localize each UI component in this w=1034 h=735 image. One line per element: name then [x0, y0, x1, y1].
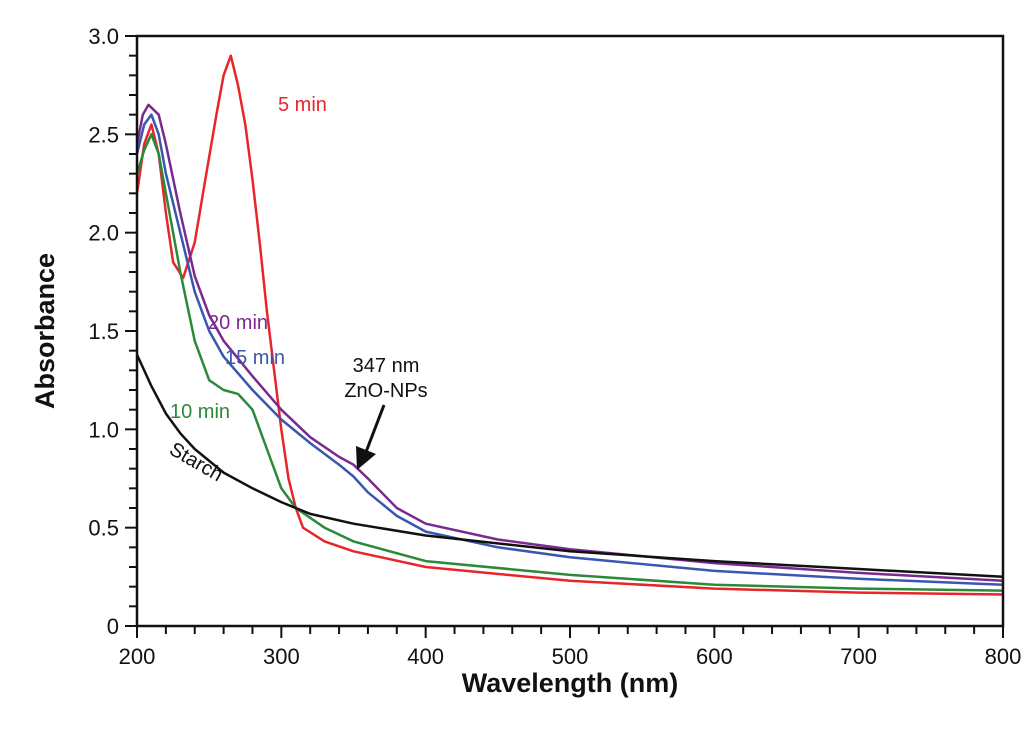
series-label-5min: 5 min — [278, 94, 327, 116]
y-axis-label: Absorbance — [30, 253, 60, 409]
x-tick-label: 200 — [119, 644, 156, 669]
y-tick-label: 2.5 — [88, 122, 119, 147]
series-label-20min: 20 min — [208, 312, 268, 334]
series-line-10min — [135, 133, 1004, 592]
annotation-arrow — [356, 404, 386, 470]
x-tick-label: 400 — [407, 644, 444, 669]
x-tick-label: 500 — [552, 644, 589, 669]
series-line-15min — [135, 113, 1004, 586]
y-tick-label: 0 — [107, 614, 119, 639]
series-line-starch — [135, 354, 1004, 579]
series-line-5min — [135, 54, 1004, 596]
y-tick-label: 1.5 — [88, 319, 119, 344]
annotation-zno: ZnO-NPs — [344, 380, 427, 402]
y-tick-label: 0.5 — [88, 516, 119, 541]
y-tick-label: 1.0 — [88, 417, 119, 442]
series-lines — [135, 54, 1004, 596]
x-tick-labels: 200 300 400 500 600 700 800 — [119, 644, 1022, 669]
x-tick-label: 600 — [696, 644, 733, 669]
series-label-10min: 10 min — [170, 401, 230, 423]
x-axis-label: Wavelength (nm) — [462, 668, 679, 698]
series-label-starch: Starch — [166, 438, 227, 486]
series-line-20min — [135, 103, 1004, 583]
x-tick-label: 700 — [840, 644, 877, 669]
y-tick-label: 3.0 — [88, 24, 119, 49]
x-tick-label: 800 — [985, 644, 1022, 669]
axis-ticks — [125, 35, 1004, 638]
series-label-15min: 15 min — [225, 347, 285, 369]
x-tick-label: 300 — [263, 644, 300, 669]
annotation-wavelength: 347 nm — [353, 355, 420, 377]
y-tick-label: 2.0 — [88, 221, 119, 246]
y-tick-labels: 0 0.5 1.0 1.5 2.0 2.5 3.0 — [88, 24, 119, 639]
